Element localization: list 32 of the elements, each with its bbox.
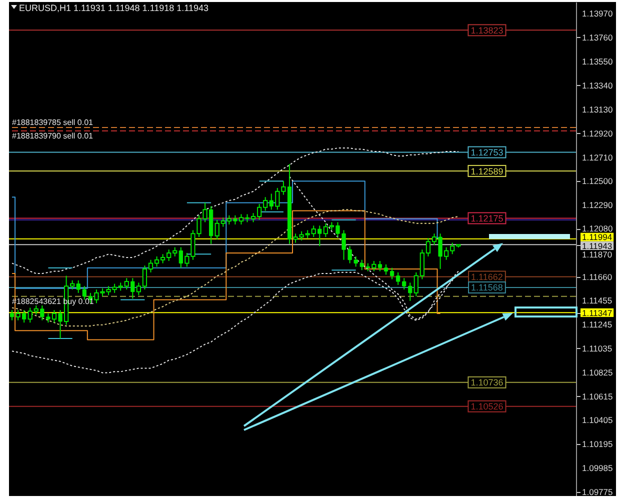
y-tick-label: 1.12920 [582,128,613,138]
y-tick-label: 1.12500 [582,176,613,186]
ref-line-label: 1.11662 [471,272,503,282]
y-tick-label: 1.12290 [582,200,613,210]
y-tick-label: 1.13130 [582,104,613,114]
y-tick-label: 1.10825 [582,367,613,378]
y-tick-label: 1.10615 [582,391,613,402]
y-tick-label: 1.12710 [582,152,613,162]
ref-line-label: 1.13823 [470,25,504,36]
y-tick-label: 1.13760 [582,32,613,42]
y-tick-label: 1.13550 [582,56,613,66]
ref-line-label: 1.12175 [470,213,504,224]
ref-line-label: 1.11568 [471,282,503,293]
y-tick-label: 1.09775 [582,487,613,498]
y-tick-label: 1.12080 [582,224,613,234]
y-tick-label: 1.11035 [582,343,612,354]
ref-line-label: 1.10526 [470,402,504,412]
y-tick-label: 1.11660 [582,272,612,282]
y-tick-label: 1.11870 [582,249,612,260]
y-tick-label: 1.13970 [582,8,613,19]
y-tick-label: 1.13340 [582,80,613,90]
ref-line-label: #1881839785 sell 0.01 [12,118,94,128]
y-tick-label: 1.11455 [582,295,612,306]
ref-line-label: 1.12589 [470,166,504,176]
chart-title: EURUSD,H1 1.11931 1.11948 1.11918 1.11943 [19,3,208,13]
y-tick-label: 1.10195 [582,439,613,450]
y-tick-label: 1.11245 [582,319,612,330]
y-tick-label: 1.09985 [582,463,613,474]
ref-line-label: 1.10736 [470,378,504,388]
y-tick-label: 1.10405 [582,415,613,426]
ref-line-label: 1.12753 [470,148,504,158]
ref-line-label: #1881839790 sell 0.01 [12,132,94,141]
